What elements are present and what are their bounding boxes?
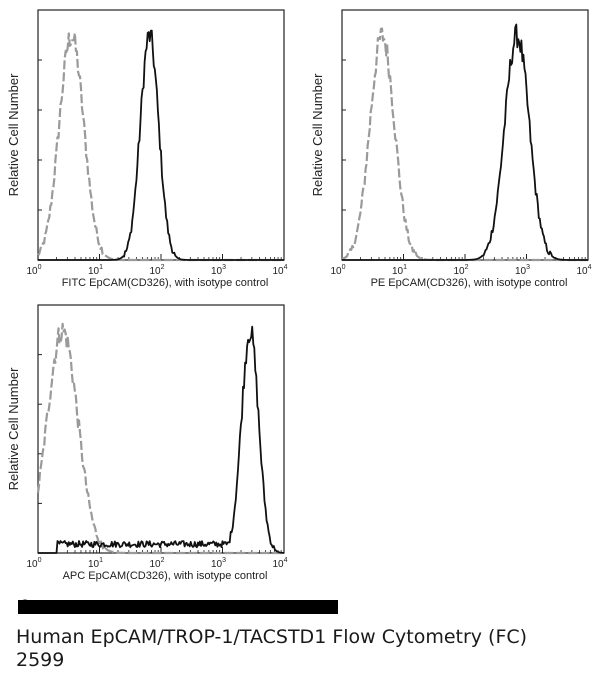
x-tick-label: 104 [576,264,591,277]
x-tick-label: 102 [149,264,164,277]
figure-caption: Human EpCAM/TROP-1/TACSTD1 Flow Cytometr… [16,626,596,672]
x-axis-label: FITC EpCAM(CD326), with isotype control [62,277,269,289]
x-tick-label: 104 [272,264,287,277]
caption-title: Human EpCAM/TROP-1/TACSTD1 Flow Cytometr… [16,626,528,648]
plot-frame [341,9,589,261]
x-axis-label: PE EpCAM(CD326), with isotype control [371,277,568,289]
x-tick-label: 100 [26,557,41,570]
epcam-curve [38,29,284,261]
x-tick-label: 103 [211,557,226,570]
isotype-control-curve [341,27,589,262]
y-axis-label: Relative Cell Number [310,73,325,196]
x-tick-label: 104 [272,557,287,570]
plot-frame [37,9,285,261]
copyright-symbol: © [18,598,32,614]
x-tick-label: 103 [515,264,530,277]
x-tick-label: 101 [392,264,407,277]
x-tick-label: 100 [26,264,41,277]
histogram-panel-pe: 100 101 102 103 104 Relative Cell Number PE Ep… [310,9,592,289]
x-tick-label: 101 [88,557,103,570]
x-tick-label: 100 [330,264,345,277]
y-axis-label: Relative Cell Number [6,367,21,490]
epcam-curve [38,325,284,554]
x-tick-label: 103 [211,264,226,277]
x-tick-label: 101 [88,264,103,277]
isotype-control-curve [37,31,285,262]
x-tick-label: 102 [149,557,164,570]
epcam-curve [342,23,588,261]
y-axis-label: Relative Cell Number [6,73,21,196]
caption-id: 2599 [16,649,65,671]
histogram-panel-apc: 100 101 102 103 104 Relative Cell Number APC E… [6,304,288,582]
x-axis-label: APC EpCAM(CD326), with isotype control [63,570,268,582]
isotype-control-curve [36,322,285,555]
histogram-panel-fitc: 100 101 102 103 104 Relative Cell Number FITC … [6,9,288,289]
x-tick-label: 102 [453,264,468,277]
copyright-redaction-bar [18,600,338,614]
